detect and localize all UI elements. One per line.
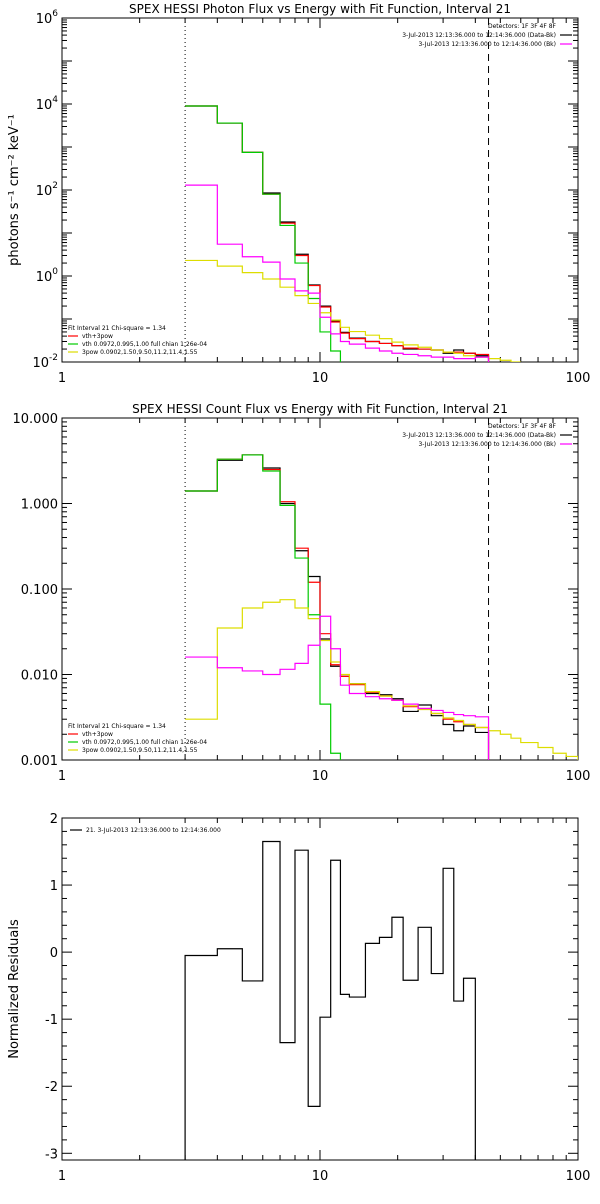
chart-panel-2: SPEX HESSI Count Flux vs Energy with Fit… bbox=[13, 402, 591, 784]
series-line-3 bbox=[185, 105, 342, 362]
chart-title: SPEX HESSI Count Flux vs Energy with Fit… bbox=[132, 402, 508, 416]
y-tick-label: -1 bbox=[45, 1013, 58, 1028]
legend-bottom-text: vth+3pow bbox=[82, 333, 113, 340]
series-group bbox=[184, 840, 476, 1160]
x-tick-label: 10 bbox=[312, 769, 329, 784]
chart-panel-1: SPEX HESSI Photon Flux vs Energy with Fi… bbox=[7, 2, 590, 386]
y-tick-label: -3 bbox=[45, 1147, 58, 1162]
legend-top-text: 21. 3-Jul-2013 12:13:36.000 to 12:14:36.… bbox=[86, 827, 221, 834]
series-line-1 bbox=[184, 840, 476, 1160]
y-axis-label: Normalized Residuals bbox=[7, 919, 22, 1059]
y-tick-label: 106 bbox=[36, 9, 59, 27]
x-tick-label: 100 bbox=[566, 769, 591, 784]
x-tick-label: 100 bbox=[566, 1169, 591, 1184]
x-tick-label: 10 bbox=[312, 1169, 329, 1184]
series-group bbox=[185, 105, 521, 362]
plot-frame bbox=[61, 817, 579, 1161]
y-tick-label: 104 bbox=[36, 95, 59, 113]
y-tick-label: 0.001 bbox=[21, 754, 58, 769]
y-tick-exponent: 6 bbox=[52, 9, 58, 19]
x-tick-label: 1 bbox=[58, 769, 66, 784]
legend-top-text: 3-Jul-2013 12:13:36.000 to 12:14:36.000 … bbox=[402, 32, 556, 39]
y-axis-label: photons s⁻¹ cm⁻² keV⁻¹ bbox=[7, 114, 22, 266]
y-tick-exponent: 4 bbox=[52, 95, 58, 105]
legend-top-text: Detectors: 1F 3F 4F 8F bbox=[488, 423, 557, 430]
y-tick-label: 10-2 bbox=[32, 353, 58, 371]
legend-bottom-text: Fit Interval 21 Chi-square = 1.34 bbox=[68, 723, 166, 730]
legend-bottom-text: 3pow 0.0902,1.50,9.50,11.2,11.4,1.55 bbox=[82, 747, 198, 754]
legend-bottom-text: Fit Interval 21 Chi-square = 1.34 bbox=[68, 325, 166, 332]
legend-bottom-text: vth 0.0972,0.995,1.00 full chian 1.26e-0… bbox=[82, 739, 207, 746]
y-tick-label: 0 bbox=[50, 946, 58, 961]
y-tick-exponent: 2 bbox=[52, 181, 58, 191]
legend-top-text: Detectors: 1F 3F 4F 8F bbox=[488, 23, 557, 30]
y-tick-label: 2 bbox=[50, 812, 58, 827]
y-tick-label: 1 bbox=[50, 879, 58, 894]
x-tick-label: 10 bbox=[312, 371, 329, 386]
y-tick-label: 0.100 bbox=[21, 583, 58, 598]
legend-top-text: 3-Jul-2013 12:13:36.000 to 12:14:36.000 … bbox=[418, 441, 556, 448]
y-tick-label: -2 bbox=[45, 1080, 58, 1095]
series-group bbox=[185, 454, 578, 760]
legend-bottom-text: vth 0.0972,0.995,1.00 full chian 1.26e-0… bbox=[82, 341, 207, 348]
y-tick-label: 10.000 bbox=[13, 412, 59, 427]
series-line-3 bbox=[185, 454, 342, 760]
y-tick-label: 0.010 bbox=[21, 669, 58, 684]
series-line-4 bbox=[185, 599, 578, 760]
x-tick-label: 100 bbox=[566, 371, 591, 386]
y-tick-exponent: 0 bbox=[52, 267, 58, 277]
series-line-4 bbox=[185, 259, 521, 362]
y-tick-label: 1.000 bbox=[21, 498, 58, 513]
series-line-2 bbox=[185, 105, 490, 362]
series-line-5 bbox=[185, 615, 490, 760]
series-line-1 bbox=[185, 105, 490, 362]
legend-bottom-text: 3pow 0.0902,1.50,9.50,11.2,11.4,1.55 bbox=[82, 349, 198, 356]
legend-bottom-text: vth+3pow bbox=[82, 731, 113, 738]
legend-top-text: 3-Jul-2013 12:13:36.000 to 12:14:36.000 … bbox=[418, 41, 556, 48]
chart-title: SPEX HESSI Photon Flux vs Energy with Fi… bbox=[129, 2, 511, 16]
y-tick-label: 102 bbox=[36, 181, 58, 199]
x-tick-label: 1 bbox=[58, 371, 66, 386]
series-line-5 bbox=[185, 184, 490, 362]
legend-top-text: 3-Jul-2013 12:13:36.000 to 12:14:36.000 … bbox=[402, 432, 556, 439]
y-tick-exponent: -2 bbox=[49, 353, 58, 363]
x-tick-label: 1 bbox=[58, 1169, 66, 1184]
y-tick-label: 100 bbox=[36, 267, 59, 285]
